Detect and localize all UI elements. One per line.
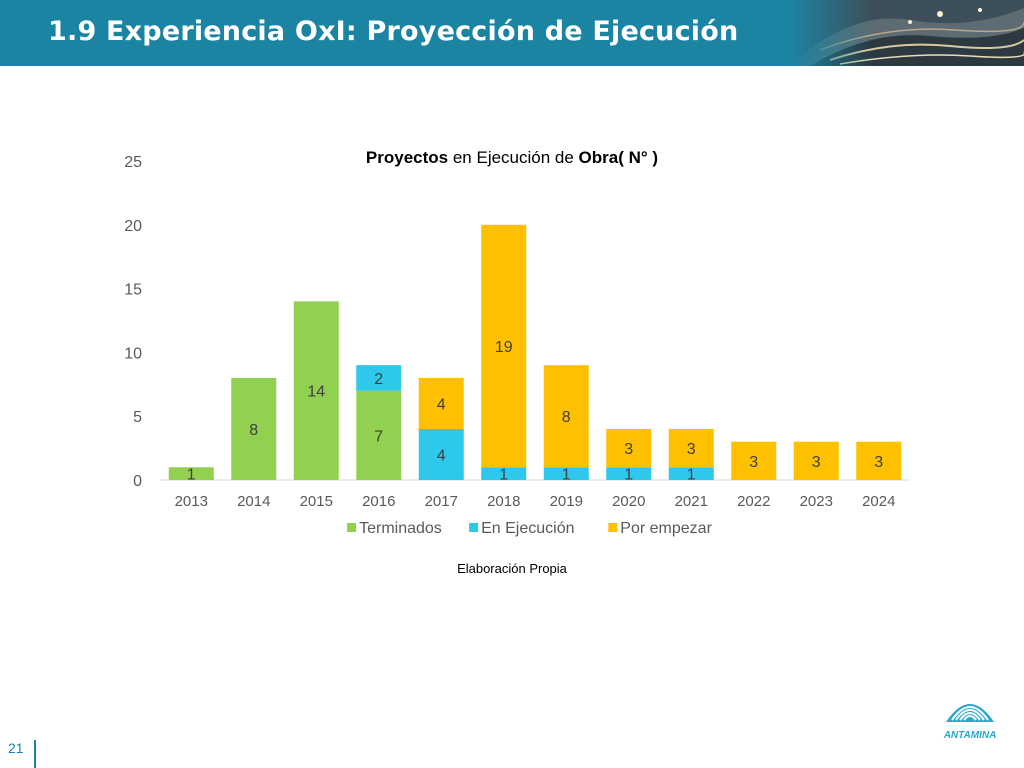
bar-segment	[543, 365, 589, 468]
x-tick-label: 2021	[675, 493, 708, 510]
bar-segment	[418, 428, 464, 480]
data-label: 14	[307, 384, 325, 401]
data-label: 7	[374, 428, 383, 445]
bar-segment	[356, 365, 402, 391]
data-label: 3	[812, 454, 821, 471]
bar-segment	[731, 441, 777, 480]
bar-segment	[356, 390, 402, 480]
legend-swatch	[469, 523, 479, 532]
y-tick-label: 25	[124, 154, 142, 171]
data-label: 3	[749, 454, 758, 471]
x-tick-label: 2018	[487, 493, 520, 510]
data-label: 3	[624, 441, 633, 458]
bar-segment	[168, 467, 214, 480]
logo-text: ANTAMINA	[943, 730, 997, 741]
y-tick-label: 15	[124, 282, 142, 299]
bar-segment	[543, 467, 589, 480]
bar-segment	[293, 301, 339, 480]
data-label: 1	[499, 467, 508, 484]
bar-segment	[668, 428, 714, 468]
data-label: 1	[187, 467, 196, 484]
x-tick-label: 2013	[175, 493, 208, 510]
chart-title: Proyectos en Ejecución de Obra( N° )	[0, 148, 1024, 168]
y-tick-label: 10	[124, 345, 142, 362]
data-label: 3	[874, 454, 883, 471]
chart-title-part: Obra( N° )	[578, 148, 659, 167]
data-label: 4	[437, 396, 446, 413]
x-tick-label: 2019	[550, 493, 583, 510]
antamina-logo: ANTAMINA	[943, 704, 997, 741]
legend-swatch	[347, 523, 357, 532]
bar-segment	[606, 467, 652, 480]
y-tick-label: 20	[124, 218, 142, 235]
x-tick-label: 2015	[300, 493, 333, 510]
legend-swatch	[608, 523, 618, 532]
header-bar: 1.9 Experiencia OxI: Proyección de Ejecu…	[0, 0, 1024, 66]
bar-segment	[793, 441, 839, 480]
bar-segment	[606, 428, 652, 468]
source-caption: Elaboración Propia	[457, 561, 567, 576]
x-tick-label: 2016	[362, 493, 395, 510]
slide-number: 21	[8, 740, 24, 756]
y-tick-label: 0	[133, 473, 142, 490]
bar-segment	[481, 224, 527, 468]
bar-segment	[231, 377, 277, 480]
bar-segment	[418, 377, 464, 429]
x-tick-label: 2020	[612, 493, 645, 510]
x-tick-label: 2022	[737, 493, 770, 510]
data-label: 1	[687, 467, 696, 484]
legend-label: Terminados	[359, 520, 442, 537]
mine-photo	[790, 0, 1024, 66]
chart-title-part: en Ejecución de	[448, 148, 579, 167]
x-tick-label: 2023	[800, 493, 833, 510]
slide-number-divider	[34, 740, 36, 768]
legend-label: En Ejecución	[481, 520, 574, 537]
bar-segment	[668, 467, 714, 480]
x-tick-label: 2024	[862, 493, 895, 510]
data-label: 2	[374, 371, 383, 388]
chart-title-part: Proyectos	[365, 148, 449, 167]
x-tick-label: 2014	[237, 493, 270, 510]
data-label: 8	[249, 422, 258, 439]
data-label: 3	[687, 441, 696, 458]
slide-title: 1.9 Experiencia OxI: Proyección de Ejecu…	[48, 16, 739, 47]
legend-label: Por empezar	[620, 520, 712, 537]
data-label: 1	[624, 467, 633, 484]
x-tick-label: 2017	[425, 493, 458, 510]
data-label: 4	[437, 447, 446, 464]
y-tick-label: 5	[133, 409, 142, 426]
data-label: 19	[495, 339, 513, 356]
bar-segment	[856, 441, 902, 480]
data-label: 8	[562, 409, 571, 426]
bar-segment	[481, 467, 527, 480]
data-label: 1	[562, 467, 571, 484]
